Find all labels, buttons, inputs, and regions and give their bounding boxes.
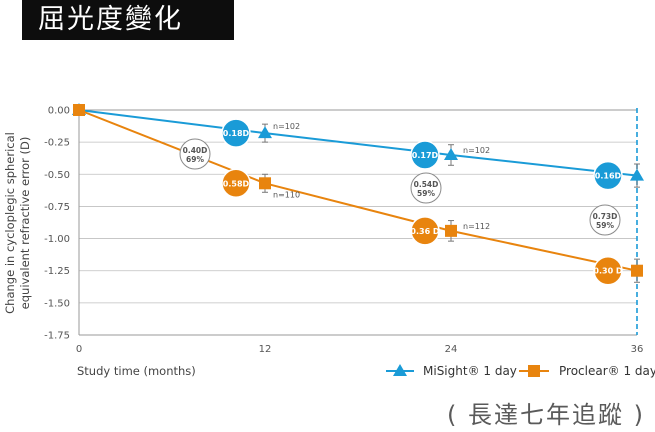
- difference-circle: [179, 138, 211, 170]
- data-point-square: [73, 104, 85, 116]
- y-tick-label: -1.00: [44, 234, 70, 245]
- data-point-triangle: [444, 148, 458, 160]
- value-bubble-label: 0.30 D: [593, 267, 623, 276]
- y-tick-label: -1.75: [44, 331, 70, 342]
- data-point-triangle: [258, 126, 272, 139]
- value-bubble: [593, 160, 623, 191]
- value-bubble: [221, 168, 251, 199]
- series-line: [78, 109, 638, 272]
- page-title: 屈光度變化: [22, 0, 234, 40]
- y-axis-title-line: equivalent refractive error (D): [18, 137, 32, 310]
- difference-value: 0.40D: [183, 146, 208, 155]
- difference-circle: [589, 204, 621, 236]
- y-tick-label: -0.25: [44, 138, 70, 149]
- y-tick-label: -1.25: [44, 266, 70, 277]
- difference-percent: 59%: [596, 221, 614, 230]
- value-bubble-label: 0.36 D: [410, 227, 440, 236]
- y-tick-label: -1.50: [44, 298, 70, 309]
- data-point-square: [445, 224, 457, 237]
- n-label: n=110: [273, 190, 300, 199]
- x-tick-label: 12: [259, 344, 272, 355]
- data-point-triangle: [630, 168, 644, 181]
- legend-marker-proclear: [528, 365, 540, 377]
- value-bubble: [221, 118, 251, 148]
- difference-percent: 69%: [186, 155, 204, 164]
- value-bubble-label: 0.17D: [412, 151, 439, 160]
- y-tick-label: 0.00: [48, 106, 70, 117]
- value-bubble: [410, 140, 440, 170]
- data-point-square: [259, 177, 271, 190]
- value-bubble: [410, 216, 440, 246]
- value-bubble-label: 0.16D: [595, 172, 622, 181]
- y-axis-title-line: Change in cycloplegic spherical: [3, 132, 17, 314]
- difference-value: 0.54D: [414, 180, 439, 189]
- n-label: n=112: [463, 222, 490, 231]
- y-tick-label: -0.50: [44, 170, 70, 181]
- x-axis-title: Study time (months): [77, 364, 196, 378]
- y-axis-title: Change in cycloplegic sphericalequivalen…: [3, 132, 32, 314]
- x-tick-label: 0: [76, 344, 82, 355]
- data-point-square: [631, 264, 643, 277]
- legend-label-misight: MiSight® 1 day: [423, 364, 517, 378]
- legend-label-proclear: Proclear® 1 day: [559, 364, 655, 378]
- x-tick-label: 24: [445, 344, 458, 355]
- series-line: [78, 109, 638, 177]
- y-tick-label: -0.75: [44, 202, 70, 213]
- legend-marker-misight: [393, 364, 407, 376]
- study-duration-note: ( 長達七年追蹤 ): [447, 401, 645, 429]
- difference-percent: 59%: [417, 189, 435, 198]
- difference-value: 0.73D: [593, 212, 618, 221]
- n-label: n=102: [273, 122, 300, 131]
- n-label: n=102: [463, 146, 490, 155]
- value-bubble-label: 0.18D: [223, 129, 250, 138]
- x-tick-label: 36: [631, 344, 644, 355]
- difference-circle: [410, 172, 442, 204]
- value-bubble: [593, 255, 623, 286]
- value-bubble-label: 0.58D: [223, 179, 250, 188]
